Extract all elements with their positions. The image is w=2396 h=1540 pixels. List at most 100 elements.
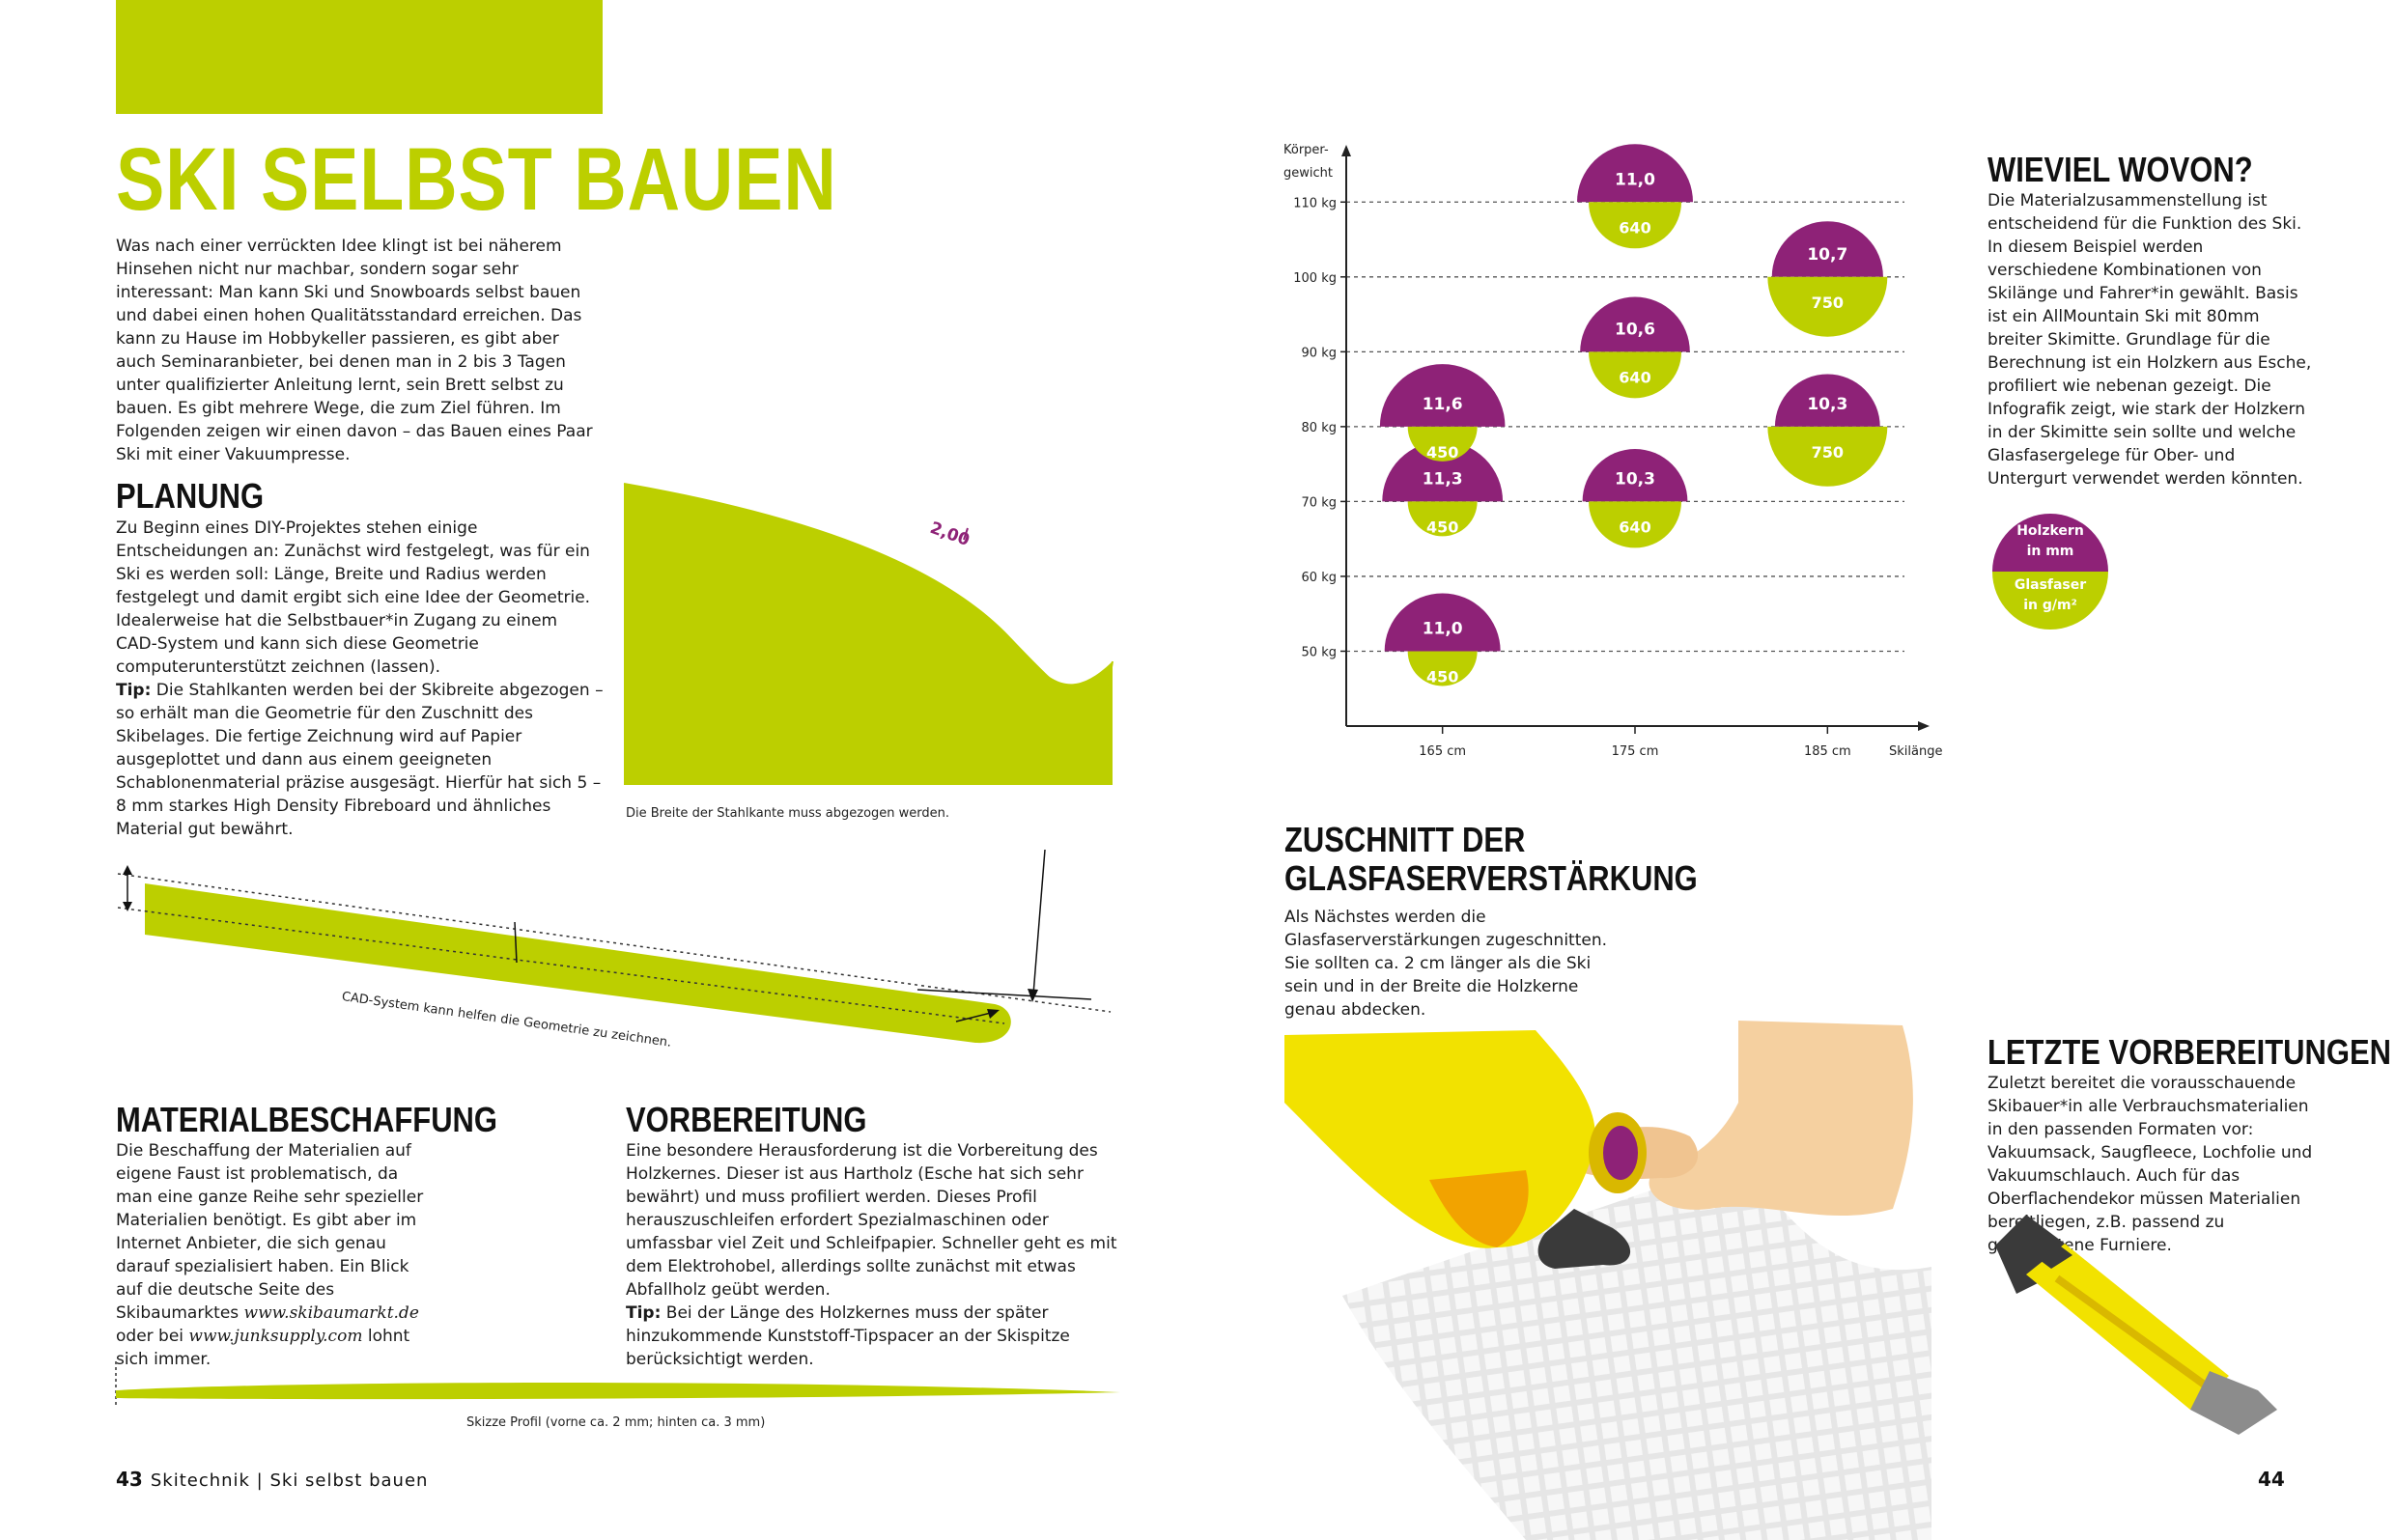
planung-paragraph: Zu Beginn eines DIY-Projektes stehen ein… [116, 517, 604, 841]
footer-left: 43 Skitechnik | Ski selbst bauen [116, 1468, 428, 1491]
glasfaser-label: 640 [1619, 368, 1650, 386]
cutter-body [1284, 1030, 1595, 1248]
y-tick-label: 90 kg [1302, 346, 1337, 360]
page-title: SKI SELBST BAUEN [116, 130, 837, 229]
data-point: 11,6 450 [1379, 364, 1506, 462]
cutter-shadow [1429, 1170, 1529, 1247]
holzkern-label: 11,0 [1615, 170, 1655, 189]
box-cutter-blade [2190, 1371, 2277, 1435]
cad-ski-illustration [117, 849, 1112, 1044]
glasfaser-label: 750 [1812, 443, 1844, 462]
material-text-2: oder bei [116, 1327, 189, 1346]
title-color-block [116, 0, 603, 114]
cutter-button-inner [1603, 1126, 1638, 1180]
glasfaser-label: 750 [1812, 294, 1844, 312]
holzkern-half [1384, 593, 1501, 652]
holzkern-label: 10,6 [1615, 320, 1655, 339]
vorbereitung-tip-text: Bei der Länge des Holzkernes muss der sp… [626, 1303, 1070, 1369]
x-axis-label: Skilänge [1889, 744, 1942, 759]
glasfaser-half [1767, 426, 1888, 487]
glasfaser-half [1767, 276, 1888, 337]
vorbereitung-tip-label: Tip: [626, 1303, 662, 1323]
legend-glasfaser-line1: Glasfaser [2015, 577, 2086, 593]
box-cutter-slider [2036, 1244, 2072, 1269]
holzkern-half [1582, 449, 1688, 502]
holzkern-label: 11,0 [1423, 619, 1463, 638]
planung-tip-text: Die Stahlkanten werden bei der Skibreite… [116, 681, 604, 839]
skibaumarkt-link[interactable]: www.skibaumarkt.de [243, 1303, 419, 1323]
steel-edge-caption: Die Breite der Stahlkante muss abgezogen… [626, 806, 950, 821]
zuschnitt-heading-line2: GLASFASERVERSTÄRKUNG [1284, 858, 1698, 898]
data-point: 11,0 450 [1384, 593, 1501, 686]
material-text-1: Die Beschaffung der Materialien auf eige… [116, 1141, 424, 1323]
holzkern-half [1580, 296, 1690, 352]
y-axis-label-line1: Körper- [1283, 143, 1329, 157]
y-axis-arrow [1341, 145, 1351, 156]
holzkern-half [1771, 221, 1883, 277]
data-point: 11,0 640 [1577, 144, 1693, 249]
chart-legend: Holzkern in mm Glasfaser in g/m² [1992, 514, 2108, 630]
holzkern-label: 10,3 [1807, 395, 1847, 414]
legend-glasfaser-line2: in g/m² [2023, 598, 2077, 613]
box-cutter-stripe [2054, 1274, 2213, 1392]
dimension-tick [963, 527, 969, 541]
glasfaser-half [1407, 501, 1478, 537]
glasfaser-label: 640 [1619, 518, 1650, 536]
material-text-3: lohnt sich immer. [116, 1327, 410, 1369]
intro-paragraph: Was nach einer verrückten Idee klingt is… [116, 237, 593, 464]
legend-holzkern-half [1992, 514, 2108, 572]
cutter-illustration [1284, 1021, 1931, 1540]
y-tick-label: 70 kg [1302, 495, 1337, 510]
y-tick-label: 110 kg [1293, 196, 1337, 210]
x-axis-arrow [1918, 721, 1930, 731]
glasfaser-label: 640 [1619, 218, 1650, 237]
material-paragraph: Die Beschaffung der Materialien auf eige… [116, 1139, 439, 1371]
wieviel-paragraph: Die Materialzusammenstellung ist entsche… [1987, 191, 2312, 489]
material-chart: Körper- gewicht Skilänge 50 kg 60 kg 70 kg… [1283, 143, 1942, 759]
cutter-blade [1537, 1209, 1631, 1269]
data-point: 10,3 750 [1767, 374, 1888, 487]
holzkern-half [1774, 374, 1880, 427]
letzte-heading: LETZTE VORBEREITUNGEN [1987, 1032, 2391, 1072]
material-heading: MATERIALBESCHAFFUNG [116, 1100, 498, 1139]
profile-caption: Skizze Profil (vorne ca. 2 mm; hinten ca… [466, 1415, 766, 1430]
page-number-left: 43 [116, 1468, 143, 1491]
holzkern-label: 11,3 [1423, 469, 1463, 489]
data-point: 10,6 640 [1580, 296, 1690, 399]
vorbereitung-heading: VORBEREITUNG [626, 1100, 867, 1139]
x-tick-label: 185 cm [1804, 744, 1851, 759]
marker-line [514, 921, 518, 964]
junksupply-link[interactable]: www.junksupply.com [188, 1327, 363, 1346]
vorbereitung-paragraph: Eine besondere Herausforderung ist die V… [626, 1139, 1118, 1371]
x-tick-label: 165 cm [1419, 744, 1466, 759]
y-tick-label: 60 kg [1302, 571, 1337, 585]
planung-tip-label: Tip: [116, 681, 152, 700]
glasfaser-half [1407, 426, 1478, 462]
glasfaser-label: 450 [1426, 667, 1458, 686]
x-tick-label: 175 cm [1612, 744, 1659, 759]
page-number-right: 44 [2258, 1468, 2285, 1491]
footer-section: Skitechnik | Ski selbst bauen [150, 1470, 429, 1491]
y-axis-label-line2: gewicht [1283, 166, 1333, 181]
ski-tip-curve [623, 483, 1113, 704]
planung-text: Zu Beginn eines DIY-Projektes stehen ein… [116, 518, 591, 677]
glasfaser-half [1407, 651, 1478, 686]
y-tick-label: 80 kg [1302, 421, 1337, 435]
glasfaser-half [1589, 202, 1681, 249]
ski-tip-shape [624, 484, 1113, 785]
steel-edge-illustration: 2,00 [623, 483, 1113, 785]
glasfaser-label: 450 [1426, 443, 1458, 462]
wieviel-heading: WIEVIEL WOVON? [1987, 150, 2253, 189]
glasfaser-label: 450 [1426, 518, 1458, 536]
holzkern-label: 10,3 [1615, 469, 1655, 489]
y-tick-label: 100 kg [1293, 271, 1337, 286]
glasfaser-half [1589, 501, 1681, 548]
dotted-line-mid [117, 907, 1005, 1024]
planung-heading: PLANUNG [116, 476, 265, 516]
dotted-line-top [117, 873, 1112, 1013]
zuschnitt-heading: ZUSCHNITT DER GLASFASERVERSTÄRKUNG [1284, 821, 1698, 898]
tip-line [916, 989, 1092, 1000]
legend-holzkern-line1: Holzkern [2016, 523, 2084, 539]
legend-holzkern-line2: in mm [2027, 544, 2074, 559]
glass-fiber-mesh [1342, 1161, 1931, 1540]
